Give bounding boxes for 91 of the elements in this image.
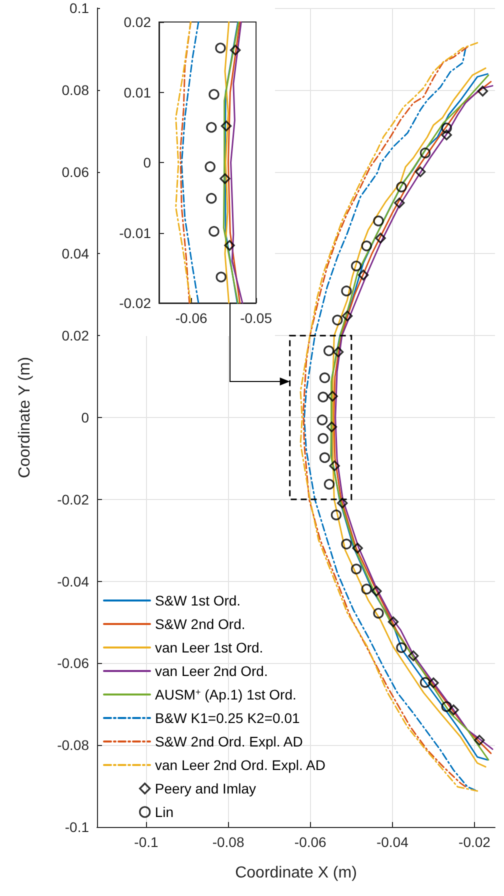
- point: [474, 734, 485, 746]
- point: [316, 414, 328, 426]
- point: [220, 120, 232, 132]
- legend-label: van Leer 2nd Ord.: [155, 663, 268, 679]
- point: [204, 161, 216, 172]
- point: [220, 173, 230, 184]
- y-tick-label: 0.08: [62, 82, 90, 98]
- legend-label: S&W 1st Ord.: [155, 592, 241, 608]
- point: [319, 452, 330, 463]
- point: [323, 345, 334, 356]
- line-series: [180, 21, 200, 304]
- point: [361, 584, 372, 594]
- point: [206, 122, 217, 133]
- point: [396, 182, 407, 192]
- point: [373, 216, 384, 226]
- x-tick-label: -0.06: [294, 834, 327, 850]
- point: [428, 678, 439, 688]
- line-series: [227, 21, 241, 304]
- point: [327, 390, 338, 402]
- y-tick-label: -0.02: [119, 295, 152, 311]
- point: [420, 148, 431, 158]
- y-tick-label: 0.02: [62, 328, 90, 344]
- legend-label: van Leer 1st Ord.: [155, 640, 264, 656]
- y-tick-label: -0.01: [119, 224, 152, 241]
- point: [441, 122, 452, 134]
- point: [224, 240, 235, 251]
- y-tick-label: 0.01: [124, 84, 152, 100]
- point: [324, 478, 335, 490]
- point: [341, 286, 352, 296]
- point: [477, 86, 488, 96]
- point: [332, 314, 343, 326]
- y-tick-label: 0: [143, 154, 152, 170]
- point: [371, 586, 382, 596]
- point: [394, 198, 405, 208]
- y-tick-label: -0.08: [57, 737, 90, 754]
- point: [373, 608, 384, 619]
- line-series: [224, 21, 230, 304]
- point: [361, 240, 372, 252]
- x-tick-label: -0.02: [458, 834, 491, 850]
- point: [330, 510, 342, 520]
- point: [206, 192, 217, 204]
- point: [319, 372, 330, 384]
- legend-label: van Leer 2nd Ord. Expl. AD: [155, 757, 326, 773]
- point: [215, 42, 226, 54]
- point: [350, 564, 362, 574]
- point: [329, 460, 340, 472]
- point: [408, 650, 419, 662]
- point: [208, 89, 220, 100]
- legend-label: B&W K1=0.25 K2=0.01: [155, 710, 300, 726]
- line-series: [175, 21, 192, 304]
- x-tick-label: -0.04: [376, 834, 409, 850]
- legend-label: S&W 2nd Ord. Expl. AD: [155, 734, 303, 750]
- point: [441, 130, 452, 140]
- y-tick-label: 0.04: [62, 246, 90, 262]
- point: [341, 538, 352, 550]
- point: [337, 498, 348, 508]
- y-tick-label: 0.1: [70, 0, 90, 16]
- point: [441, 701, 452, 712]
- point: [388, 616, 399, 628]
- line-series: [230, 21, 244, 304]
- point: [352, 542, 363, 554]
- point: [318, 392, 328, 402]
- y-tick-label: -0.1: [64, 819, 90, 835]
- y-tick-label: -0.02: [57, 491, 90, 508]
- x-tick-label: -0.08: [212, 834, 244, 850]
- point: [448, 704, 459, 716]
- y-tick-label: 0: [81, 410, 90, 426]
- point: [375, 232, 386, 244]
- point: [208, 226, 220, 237]
- point: [332, 346, 344, 358]
- y-tick-label: -0.06: [57, 655, 90, 672]
- legend-label: Peery and Imlay: [154, 780, 256, 796]
- point: [350, 260, 362, 272]
- point: [216, 272, 226, 282]
- point: [342, 310, 353, 322]
- point: [420, 677, 431, 688]
- point: [318, 433, 328, 444]
- legend-label: AUSM+ (Ap.1) 1st Ord.: [155, 686, 296, 702]
- point: [414, 166, 426, 178]
- point: [326, 422, 338, 432]
- y-tick-label: 0.06: [62, 164, 90, 180]
- legend-label: S&W 2nd Ord.: [155, 616, 246, 632]
- x-tick-label: -0.05: [240, 310, 272, 326]
- point: [358, 270, 369, 280]
- legend-label: Lin: [154, 804, 174, 820]
- x-axis-title: Coordinate X (m): [235, 864, 357, 882]
- y-tick-label: -0.04: [57, 573, 90, 590]
- point: [396, 642, 407, 653]
- point: [230, 44, 241, 56]
- y-axis-title: Coordinate Y (m): [16, 356, 34, 478]
- y-tick-label: 0.02: [124, 14, 152, 30]
